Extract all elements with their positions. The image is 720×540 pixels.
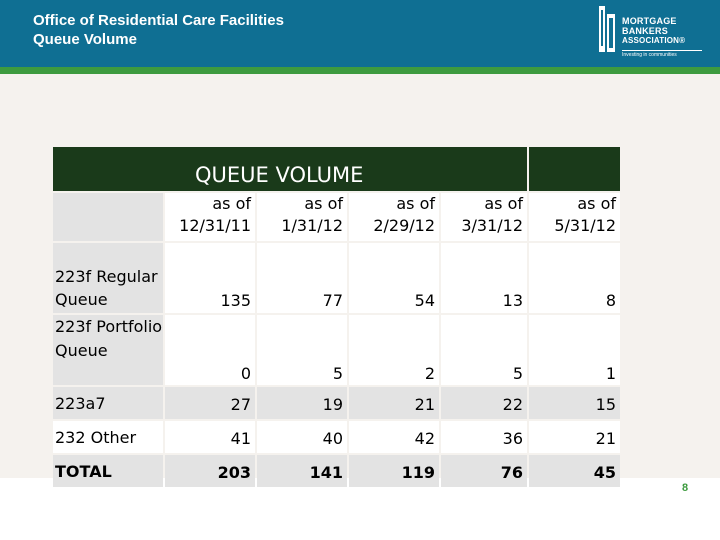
- row-label: 223a7: [53, 387, 163, 419]
- column-header-line1: as of: [212, 194, 251, 213]
- header-bar: Office of Residential Care Facilities Qu…: [0, 0, 720, 67]
- row-label-total: TOTAL: [53, 455, 163, 487]
- table-cell: 54: [349, 243, 439, 313]
- table-cell: 19: [257, 387, 347, 419]
- logo-text-line2: BANKERS: [622, 26, 668, 36]
- table-cell: 42: [349, 421, 439, 453]
- page-number: 8: [682, 482, 689, 494]
- column-header: as of 12/31/11: [165, 193, 255, 241]
- table-cell: 40: [257, 421, 347, 453]
- logo-tagline: Investing in communities: [622, 50, 702, 58]
- table-cell: 1: [529, 315, 620, 385]
- table-cell: 21: [349, 387, 439, 419]
- column-header: as of 2/29/12: [349, 193, 439, 241]
- table-cell: 21: [529, 421, 620, 453]
- column-header: as of 3/31/12: [441, 193, 527, 241]
- table-cell-total: 141: [257, 455, 347, 487]
- table-cell: 2: [349, 315, 439, 385]
- building-logo-icon: [599, 6, 615, 52]
- table-cell: 8: [529, 243, 620, 313]
- column-header: as of 1/31/12: [257, 193, 347, 241]
- slide-title: Office of Residential Care Facilities Qu…: [33, 11, 284, 49]
- mba-logo: MORTGAGE BANKERS ASSOCIATION® Investing …: [597, 6, 702, 60]
- table-cell: 36: [441, 421, 527, 453]
- table-cell-total: 45: [529, 455, 620, 487]
- table-cell-total: 203: [165, 455, 255, 487]
- column-header-line2: 2/29/12: [373, 216, 435, 235]
- table-cell: 13: [441, 243, 527, 313]
- table-cell: 5: [441, 315, 527, 385]
- slide-title-line1: Office of Residential Care Facilities: [33, 12, 284, 29]
- column-header-line1: as of: [484, 194, 523, 213]
- column-header-line2: 1/31/12: [281, 216, 343, 235]
- table-cell: 135: [165, 243, 255, 313]
- green-band: [0, 67, 720, 74]
- column-header-blank: [53, 193, 163, 241]
- row-label: 223f Regular Queue: [53, 243, 163, 313]
- row-label: 232 Other: [53, 421, 163, 453]
- table-title: QUEUE VOLUME: [195, 163, 364, 187]
- column-header-line2: 5/31/12: [554, 216, 616, 235]
- row-label: 223f Portfolio Queue: [53, 315, 163, 385]
- table-cell: 22: [441, 387, 527, 419]
- logo-text-line1: MORTGAGE: [622, 16, 677, 26]
- column-header-line2: 12/31/11: [179, 216, 251, 235]
- table-cell: 41: [165, 421, 255, 453]
- table-cell-total: 76: [441, 455, 527, 487]
- slide-title-line2: Queue Volume: [33, 31, 137, 48]
- table-cell: 27: [165, 387, 255, 419]
- table-cell: 77: [257, 243, 347, 313]
- logo-text-line3: ASSOCIATION®: [622, 36, 686, 45]
- table-title-cell-right: [529, 147, 620, 191]
- column-header-line1: as of: [396, 194, 435, 213]
- column-header-line2: 3/31/12: [461, 216, 523, 235]
- table-cell: 15: [529, 387, 620, 419]
- table-cell: 5: [257, 315, 347, 385]
- column-header-line1: as of: [577, 194, 616, 213]
- column-header-line1: as of: [304, 194, 343, 213]
- table-title-cell: QUEUE VOLUME: [53, 147, 527, 191]
- table-cell: 0: [165, 315, 255, 385]
- column-header: as of 5/31/12: [529, 193, 620, 241]
- table-cell-total: 119: [349, 455, 439, 487]
